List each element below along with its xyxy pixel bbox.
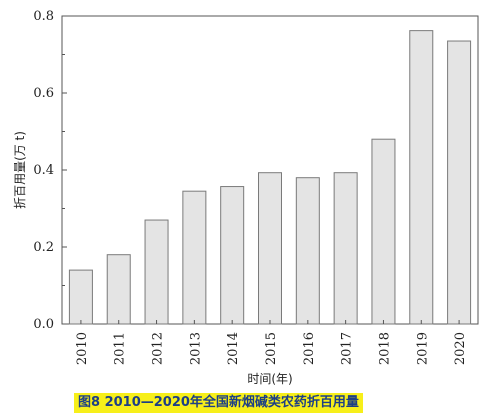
bar-2019 (409, 30, 434, 325)
x-tick-label: 2020 (453, 332, 468, 365)
bar-2010 (68, 269, 93, 325)
y-tick-label: 0.6 (33, 86, 54, 101)
bar-2020 (447, 40, 472, 325)
bars-group (68, 30, 472, 325)
x-tick-label: 2019 (415, 332, 430, 365)
x-tick-label: 2017 (340, 332, 355, 365)
y-axis-title: 折百用量(万 t) (12, 131, 27, 209)
bar-2017 (333, 172, 358, 325)
bar-2014 (220, 186, 245, 325)
x-tick-label: 2015 (264, 332, 279, 365)
bar-2016 (295, 177, 320, 325)
x-tick-label: 2018 (377, 332, 392, 365)
figure-caption: 图8 2010—2020年全国新烟碱类农药折百用量 (74, 393, 363, 413)
y-tick-label: 0.2 (33, 240, 54, 255)
bar-2015 (258, 172, 282, 325)
x-tick-label: 2012 (151, 332, 166, 365)
bar-2018 (371, 138, 396, 325)
bar-2012 (144, 219, 169, 325)
x-tick-label: 2011 (113, 332, 128, 365)
x-tick-label: 2014 (226, 332, 241, 365)
bar-2013 (182, 190, 207, 325)
y-axis: 0.0 0.2 0.4 0.6 0.8 (33, 9, 67, 332)
y-tick-label: 0.0 (33, 317, 54, 332)
x-axis-title: 时间(年) (247, 372, 292, 386)
x-tick-label: 2013 (188, 332, 203, 365)
x-tick-label: 2016 (302, 332, 317, 365)
y-tick-label: 0.8 (33, 9, 54, 24)
x-axis: 2010 2011 2012 2013 2014 2015 2016 2017 2018 2019… (75, 320, 468, 365)
bar-2011 (106, 254, 131, 325)
y-tick-label: 0.4 (33, 163, 54, 178)
x-tick-label: 2010 (75, 332, 90, 365)
